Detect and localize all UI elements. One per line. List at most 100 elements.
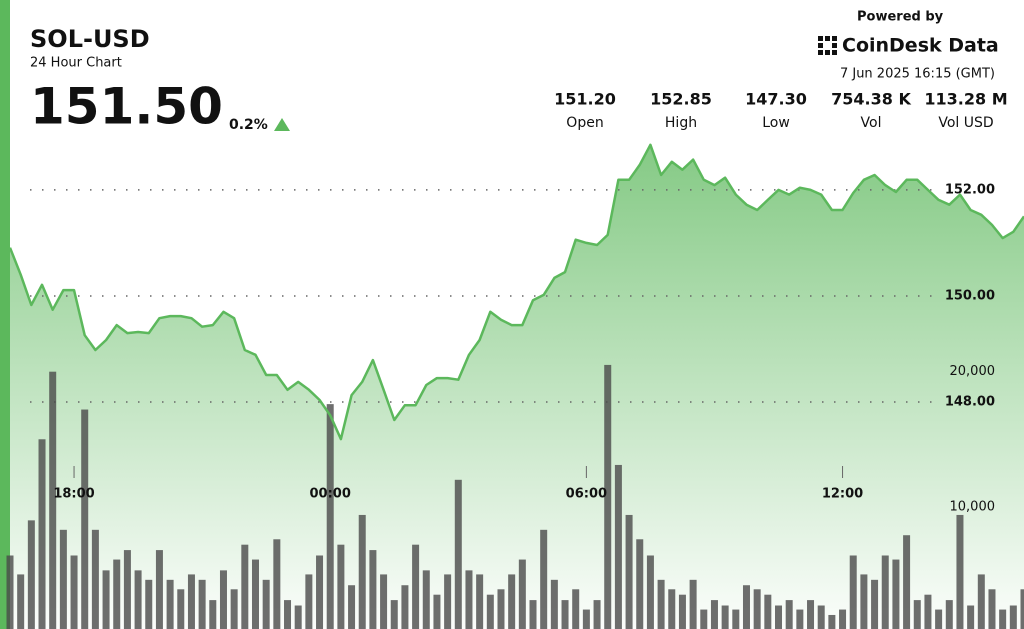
up-arrow	[274, 118, 290, 131]
volume-bar	[956, 514, 964, 629]
volume-bar	[294, 605, 302, 629]
volume-bar	[454, 479, 462, 629]
brand-name: CoinDesk Data	[842, 35, 999, 57]
volume-bar	[892, 559, 900, 629]
volume-bar	[155, 550, 163, 629]
volume-bar	[988, 589, 996, 629]
volume-bar	[625, 514, 633, 629]
volume-bar	[518, 559, 526, 629]
price-line	[8, 143, 1024, 441]
volume-bar	[742, 585, 750, 629]
stat-label: Open	[566, 115, 603, 131]
volume-bar	[732, 609, 740, 629]
volume-bar	[145, 579, 153, 629]
x-tick-label: 06:00	[566, 487, 607, 502]
volume-bar	[945, 600, 953, 629]
volume-bar	[540, 529, 548, 629]
volume-bar	[251, 559, 259, 629]
volume-bar	[241, 544, 249, 629]
volume-bar	[219, 570, 227, 629]
volume-bar	[764, 594, 772, 629]
volume-bar	[326, 404, 334, 629]
volume-bar	[593, 600, 601, 629]
stat-value: 754.38 K	[831, 90, 911, 109]
volume-bar	[604, 364, 612, 629]
current-price: 151.50	[30, 78, 223, 136]
volume-bar	[38, 439, 46, 629]
stat-value: 151.20	[554, 90, 616, 109]
volume-bar	[903, 535, 911, 629]
price-area	[10, 144, 1024, 629]
volume-bar	[561, 600, 569, 629]
volume-bar	[465, 570, 473, 629]
volume-bar	[380, 574, 388, 629]
y2-tick-label: 10,000	[950, 499, 996, 514]
volume-bar	[582, 609, 590, 629]
chart-subtitle: 24 Hour Chart	[30, 56, 122, 71]
volume-bar	[924, 594, 932, 629]
volume-bar	[177, 589, 185, 629]
volume-bar	[775, 605, 783, 629]
volume-bar	[230, 589, 238, 629]
stat-label: Vol USD	[938, 115, 993, 131]
volume-bar	[646, 555, 654, 629]
volume-bar	[209, 600, 217, 629]
volume-bar	[17, 574, 25, 629]
volume-bar	[476, 574, 484, 629]
volume-bar	[913, 600, 921, 629]
stat-value: 152.85	[650, 90, 712, 109]
volume-bar	[91, 529, 99, 629]
timestamp: 7 Jun 2025 16:15 (GMT)	[840, 67, 995, 82]
y-tick-label: 152.00	[945, 182, 995, 197]
volume-bar	[550, 579, 558, 629]
volume-bar	[166, 579, 174, 629]
volume-bar	[967, 605, 975, 629]
volume-bar	[59, 529, 67, 629]
volume-bar	[198, 579, 206, 629]
volume-bar	[807, 600, 815, 629]
volume-bar	[273, 539, 281, 629]
volume-bar	[486, 594, 494, 629]
volume-bar	[657, 579, 665, 629]
volume-bar	[636, 539, 644, 629]
volume-bar	[316, 555, 324, 629]
y2-tick-label: 20,000	[950, 364, 996, 379]
edge-bar	[0, 0, 10, 629]
volume-bar	[358, 514, 366, 629]
volume-bar	[839, 609, 847, 629]
volume-bar	[134, 570, 142, 629]
volume-bar	[860, 574, 868, 629]
stat-label: Low	[762, 115, 790, 131]
volume-bar	[337, 544, 345, 629]
x-tick-label: 18:00	[53, 487, 94, 502]
volume-bar	[113, 559, 121, 629]
volume-bar	[422, 570, 430, 629]
volume-bar	[999, 609, 1007, 629]
volume-bar	[977, 574, 985, 629]
x-tick-label: 00:00	[310, 487, 351, 502]
y-tick-label: 148.00	[945, 395, 995, 410]
volume-bar	[689, 579, 697, 629]
stat-label: Vol	[861, 115, 882, 131]
chart-title: SOL-USD	[30, 25, 150, 53]
volume-bar	[881, 555, 889, 629]
volume-bar	[700, 609, 708, 629]
volume-bar	[497, 589, 505, 629]
volume-bar	[262, 579, 270, 629]
volume-bar	[710, 600, 718, 629]
volume-bar	[871, 579, 879, 629]
volume-bar	[102, 570, 110, 629]
volume-bar	[284, 600, 292, 629]
volume-bar	[849, 555, 857, 629]
volume-bar	[123, 550, 131, 629]
volume-bar	[70, 555, 78, 629]
volume-bar	[348, 585, 356, 629]
volume-bar	[721, 605, 729, 629]
volume-bar	[401, 585, 409, 629]
volume-bar	[828, 614, 836, 629]
volume-bar	[27, 520, 35, 629]
volume-bar	[817, 605, 825, 629]
stat-value: 113.28 M	[924, 90, 1007, 109]
